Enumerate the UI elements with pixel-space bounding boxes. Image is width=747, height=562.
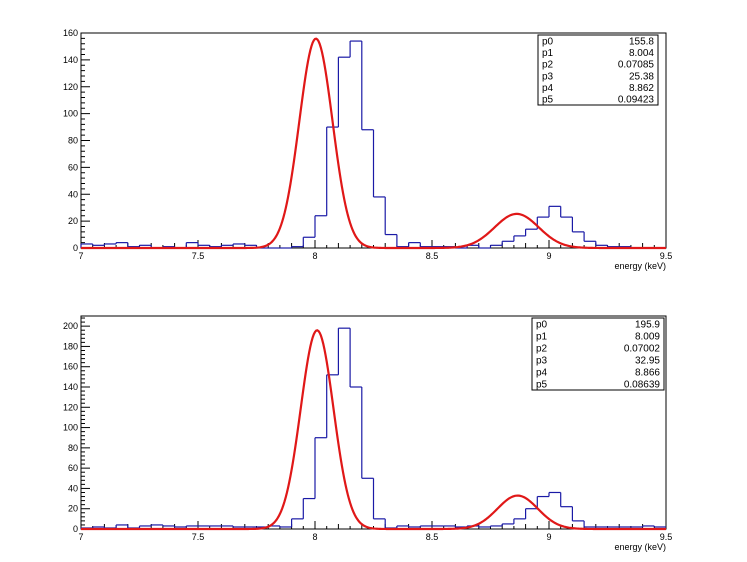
x-tick-label: 9 bbox=[546, 532, 551, 542]
y-tick-label: 160 bbox=[63, 28, 78, 38]
histogram-series bbox=[80, 40, 666, 249]
stat-param-label: p4 bbox=[542, 83, 554, 94]
x-tick-label: 8.5 bbox=[426, 532, 439, 542]
stat-param-label: p3 bbox=[536, 356, 548, 367]
x-tick-label: 7 bbox=[78, 532, 83, 542]
y-tick-label: 20 bbox=[68, 504, 78, 514]
y-tick-label: 60 bbox=[68, 463, 78, 473]
fit-curve-line bbox=[81, 329, 666, 531]
stats-box-frame bbox=[531, 317, 665, 391]
fit-parameters-box: p0 195.9 p1 8.009 p2 0.07002 p3 32.95 p4 8.866 p5 0… bbox=[531, 317, 665, 391]
stat-param-value: 8.866 bbox=[635, 368, 660, 379]
y-tick-label: 180 bbox=[63, 341, 78, 351]
y-tick-label: 80 bbox=[68, 136, 78, 146]
fit-parameters-box: p0 155.8 p1 8.004 p2 0.07085 p3 25.38 p4 8.862 p5 0… bbox=[537, 34, 659, 106]
y-tick-label: 100 bbox=[63, 109, 78, 119]
y-tick-label: 80 bbox=[68, 443, 78, 453]
stat-param-label: p1 bbox=[536, 332, 548, 343]
stat-param-label: p2 bbox=[536, 344, 548, 355]
stat-param-value: 25.38 bbox=[629, 71, 654, 82]
x-tick-label: 8.5 bbox=[426, 251, 439, 261]
y-tick-label: 200 bbox=[63, 321, 78, 331]
stat-param-value: 0.07085 bbox=[618, 60, 655, 71]
stat-param-value: 8.004 bbox=[629, 48, 654, 59]
stat-param-label: p2 bbox=[542, 60, 554, 71]
x-axis-title: energy (keV) bbox=[614, 261, 666, 271]
x-tick-label: 7.5 bbox=[192, 532, 205, 542]
stat-param-label: p5 bbox=[542, 95, 554, 106]
stat-param-value: 0.07002 bbox=[624, 344, 661, 355]
y-tick-label: 0 bbox=[73, 524, 78, 534]
stat-param-value: 155.8 bbox=[629, 36, 654, 47]
y-tick-label: 120 bbox=[63, 402, 78, 412]
stat-param-label: p0 bbox=[542, 36, 554, 47]
x-tick-label: 7.5 bbox=[192, 251, 205, 261]
stat-param-label: p0 bbox=[536, 320, 548, 331]
y-tick-label: 100 bbox=[63, 423, 78, 433]
y-tick-label: 0 bbox=[73, 243, 78, 253]
stat-param-label: p1 bbox=[542, 48, 554, 59]
y-tick-label: 20 bbox=[68, 216, 78, 226]
x-tick-label: 8 bbox=[312, 532, 317, 542]
y-tick-label: 160 bbox=[63, 362, 78, 372]
stats-box-frame bbox=[537, 34, 659, 106]
y-axis: 0 20 40 60 80 100 120 140 160 180 200 bbox=[63, 317, 90, 534]
fit-curve-line bbox=[81, 37, 666, 250]
stat-param-value: 8.009 bbox=[635, 332, 660, 343]
y-axis: 0 20 40 60 80 100 120 140 160 bbox=[63, 28, 90, 253]
y-tick-label: 40 bbox=[68, 189, 78, 199]
y-tick-label: 120 bbox=[63, 82, 78, 92]
x-tick-label: 9.5 bbox=[660, 251, 673, 261]
y-tick-label: 140 bbox=[63, 55, 78, 65]
stat-param-label: p5 bbox=[536, 380, 548, 391]
stat-param-value: 0.09423 bbox=[618, 95, 655, 106]
x-axis-title: energy (keV) bbox=[614, 542, 666, 552]
y-tick-label: 40 bbox=[68, 483, 78, 493]
stat-param-label: p3 bbox=[542, 71, 554, 82]
x-tick-label: 9.5 bbox=[660, 532, 673, 542]
x-tick-label: 7 bbox=[78, 251, 83, 261]
stat-param-value: 195.9 bbox=[635, 320, 660, 331]
x-tick-label: 8 bbox=[312, 251, 317, 261]
x-tick-label: 9 bbox=[546, 251, 551, 261]
stat-param-value: 0.08639 bbox=[624, 380, 661, 391]
stat-param-label: p4 bbox=[536, 368, 548, 379]
y-tick-label: 60 bbox=[68, 162, 78, 172]
y-tick-label: 140 bbox=[63, 382, 78, 392]
stat-param-value: 32.95 bbox=[635, 356, 660, 367]
stat-param-value: 8.862 bbox=[629, 83, 654, 94]
